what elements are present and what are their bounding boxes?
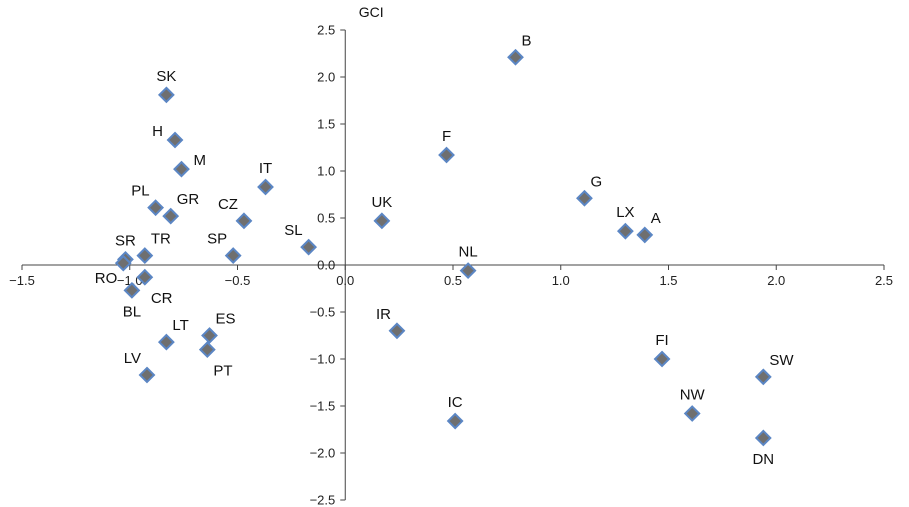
point-it — [257, 178, 274, 196]
y-tick-label: 2.5 — [317, 23, 335, 38]
point-label-tr: TR — [151, 231, 171, 248]
point-b — [507, 48, 524, 66]
point-label-ir: IR — [376, 306, 391, 323]
point-pt — [198, 341, 216, 359]
x-tick-label: 0.0 — [336, 273, 354, 288]
point-a — [636, 226, 654, 244]
point-label-pt: PT — [213, 363, 232, 380]
point-sp — [224, 247, 242, 265]
point-nl — [459, 262, 477, 280]
point-label-h: H — [152, 123, 163, 140]
y-axis-label: GCI — [359, 4, 384, 20]
point-label-bl: BL — [123, 303, 141, 320]
point-label-it: IT — [259, 160, 272, 177]
point-label-cr: CR — [151, 290, 173, 307]
point-label-pl: PL — [131, 183, 149, 200]
point-label-dn: DN — [752, 451, 774, 468]
point-fi — [653, 350, 671, 368]
point-label-g: G — [590, 173, 602, 190]
point-sl — [300, 238, 318, 256]
chart-axes — [21, 29, 885, 501]
chart-point-labels: B SK H F M IT G PL GR CZ UK LX A SL SP TR SR RO NL CR BL IR ES… — [95, 32, 795, 468]
point-g — [576, 189, 593, 207]
point-sk — [157, 86, 175, 104]
point-label-b: B — [521, 32, 531, 49]
y-tick-label: 1.5 — [317, 117, 335, 132]
point-label-cz: CZ — [218, 196, 238, 213]
point-label-ic: IC — [448, 394, 463, 411]
point-es — [201, 327, 218, 344]
x-tick-label: 1.5 — [659, 273, 677, 288]
chart-tick-labels: −1.5 −1.0 −0.5 0.0 0.5 1.0 1.5 2.0 2.5 2.5 2.0 1.5 1… — [9, 23, 893, 507]
y-tick-label: 1.0 — [317, 164, 335, 179]
point-label-f: F — [442, 128, 451, 145]
point-pl — [147, 199, 165, 217]
point-label-gr: GR — [177, 191, 200, 208]
point-cz — [235, 212, 253, 230]
point-label-es: ES — [215, 311, 235, 328]
point-ir — [388, 322, 406, 340]
y-tick-label: −2.5 — [310, 493, 336, 507]
point-nw — [683, 405, 701, 422]
point-cr — [136, 268, 154, 286]
x-tick-label: 1.0 — [552, 273, 570, 288]
point-label-uk: UK — [371, 194, 392, 211]
point-bl — [123, 281, 141, 299]
point-label-sr: SR — [115, 232, 136, 249]
x-tick-label: 2.0 — [767, 273, 785, 288]
point-label-fi: FI — [655, 332, 668, 349]
y-tick-label: −1.5 — [310, 399, 336, 414]
x-tick-label: −1.5 — [9, 273, 35, 288]
point-label-sl: SL — [284, 222, 302, 239]
point-lt — [157, 333, 175, 351]
point-tr — [136, 247, 154, 265]
x-tick-label: −0.5 — [225, 273, 251, 288]
point-dn — [754, 429, 772, 447]
point-m — [173, 160, 190, 178]
y-tick-label: −2.0 — [310, 446, 336, 461]
point-label-lv: LV — [124, 350, 141, 367]
point-label-m: M — [193, 152, 206, 169]
point-ic — [446, 412, 464, 430]
point-label-nw: NW — [680, 387, 706, 404]
x-tick-label: 0.5 — [444, 273, 462, 288]
y-tick-label: 0.0 — [317, 258, 335, 273]
point-label-sw: SW — [769, 352, 794, 369]
point-gr — [162, 207, 180, 225]
x-tick-label: −1.0 — [117, 273, 143, 288]
point-lx — [616, 222, 634, 240]
y-tick-label: 0.5 — [317, 211, 335, 226]
point-label-nl: NL — [458, 244, 477, 261]
x-tick-label: 2.5 — [875, 273, 893, 288]
point-label-sp: SP — [207, 231, 227, 248]
chart-points — [114, 48, 772, 447]
point-label-lx: LX — [616, 204, 634, 221]
point-label-lt: LT — [172, 317, 188, 334]
point-label-sk: SK — [156, 68, 176, 85]
point-label-ro: RO — [95, 270, 118, 287]
point-ro — [114, 254, 132, 272]
point-lv — [138, 366, 156, 384]
point-h — [166, 131, 184, 149]
y-tick-label: 2.0 — [317, 70, 335, 85]
y-tick-label: −0.5 — [310, 305, 336, 320]
point-f — [438, 146, 455, 164]
point-sw — [754, 368, 772, 386]
y-tick-label: −1.0 — [310, 352, 336, 367]
point-uk — [373, 212, 391, 230]
point-label-a: A — [651, 210, 661, 227]
